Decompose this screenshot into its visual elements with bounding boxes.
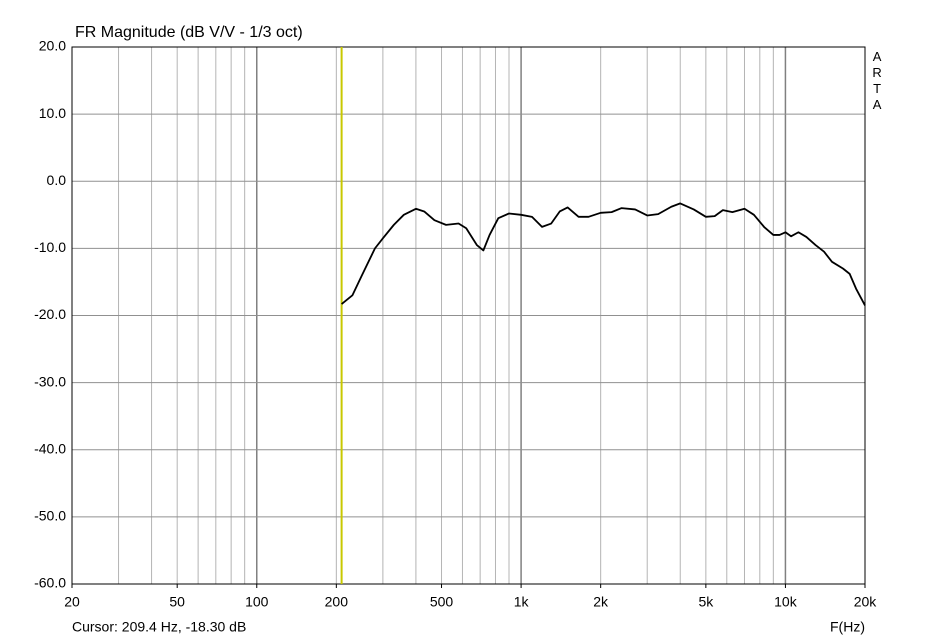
watermark: ARTA bbox=[870, 49, 885, 113]
y-tick-label: -30.0 bbox=[34, 373, 66, 389]
x-tick-label: 10k bbox=[774, 594, 798, 610]
y-tick-label: -50.0 bbox=[34, 508, 66, 524]
x-tick-label: 1k bbox=[514, 594, 530, 610]
x-tick-label: 20k bbox=[854, 594, 878, 610]
x-tick-label: 20 bbox=[64, 594, 80, 610]
x-axis-label: F(Hz) bbox=[830, 619, 865, 635]
y-tick-label: -40.0 bbox=[34, 440, 66, 456]
x-tick-label: 500 bbox=[430, 594, 454, 610]
y-tick-label: -60.0 bbox=[34, 575, 66, 591]
y-tick-label: 10.0 bbox=[39, 105, 66, 121]
plot-frame bbox=[71, 46, 866, 585]
y-tick-label: 20.0 bbox=[39, 38, 66, 54]
cursor-readout: Cursor: 209.4 Hz, -18.30 dB bbox=[72, 619, 246, 635]
chart-title: FR Magnitude (dB V/V - 1/3 oct) bbox=[75, 24, 303, 41]
y-tick-label: -10.0 bbox=[34, 239, 66, 255]
x-tick-label: 5k bbox=[698, 594, 714, 610]
y-tick-label: 0.0 bbox=[47, 172, 67, 188]
x-tick-label: 50 bbox=[169, 594, 185, 610]
x-tick-label: 100 bbox=[245, 594, 269, 610]
x-tick-label: 200 bbox=[325, 594, 349, 610]
x-tick-label: 2k bbox=[593, 594, 609, 610]
y-tick-label: -20.0 bbox=[34, 306, 66, 322]
line-series bbox=[341, 202, 866, 306]
